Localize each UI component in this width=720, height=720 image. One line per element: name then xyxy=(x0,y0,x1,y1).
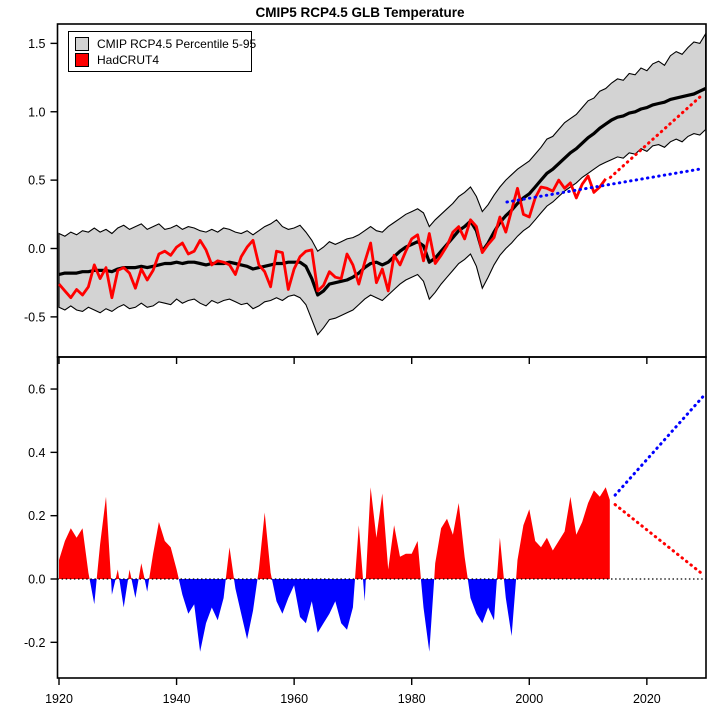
diff-positive-area xyxy=(59,487,610,579)
legend: CMIP RCP4.5 Percentile 5-95 HadCRUT4 xyxy=(68,31,256,72)
x-axis-tick-label: 1920 xyxy=(45,692,73,706)
bottom-divergence-upper-dotted xyxy=(613,395,705,497)
bottom-panel: 0.6 0.4 0.2 0.0 -0.2 1920 1940 1960 1980 2000 2020 xyxy=(24,356,707,706)
legend-item-cmip-band: CMIP RCP4.5 Percentile 5-95 xyxy=(75,36,256,52)
top-panel: 1.5 1.0 0.5 0.0 -0.5 xyxy=(24,23,707,364)
bottom-y-tick-label: 0.2 xyxy=(28,509,45,523)
top-y-tick-label: -0.5 xyxy=(24,310,46,324)
bottom-y-tick-label: 0.6 xyxy=(28,383,45,397)
legend-item-hadcrut4: HadCRUT4 xyxy=(75,52,245,68)
bottom-divergence-lower-dotted xyxy=(613,503,705,576)
bottom-frame xyxy=(56,356,707,679)
top-y-tick-label: 0.5 xyxy=(28,174,45,188)
bottom-y-tick-label: -0.2 xyxy=(24,636,46,650)
cmip-median-line xyxy=(58,87,707,297)
top-frame xyxy=(56,23,707,358)
x-axis-tick-label: 1940 xyxy=(163,692,191,706)
cmip-band-swatch xyxy=(75,37,89,51)
legend-label-hadcrut4: HadCRUT4 xyxy=(97,53,160,67)
x-axis-tick-label: 1980 xyxy=(398,692,426,706)
top-median-continuation-dotted xyxy=(608,92,705,179)
hadcrut4-line xyxy=(57,174,607,300)
x-axis-tick-label: 1960 xyxy=(280,692,308,706)
legend-label-cmip: CMIP RCP4.5 Percentile 5-95 xyxy=(97,37,257,51)
diff-negative-area xyxy=(59,579,610,652)
page-title: CMIP5 RCP4.5 GLB Temperature xyxy=(255,5,465,20)
top-y-tick-label: 0.0 xyxy=(28,242,45,256)
bottom-y-tick-label: 0.0 xyxy=(28,573,45,587)
hadcrut4-swatch xyxy=(75,53,89,67)
top-y-tick-label: 1.0 xyxy=(28,105,45,119)
top-recent-trend-dotted xyxy=(505,167,705,204)
bottom-y-tick-label: 0.4 xyxy=(28,446,45,460)
top-y-tick-label: 1.5 xyxy=(28,37,45,51)
x-axis-tick-label: 2000 xyxy=(515,692,543,706)
x-axis-tick-label: 2020 xyxy=(633,692,661,706)
